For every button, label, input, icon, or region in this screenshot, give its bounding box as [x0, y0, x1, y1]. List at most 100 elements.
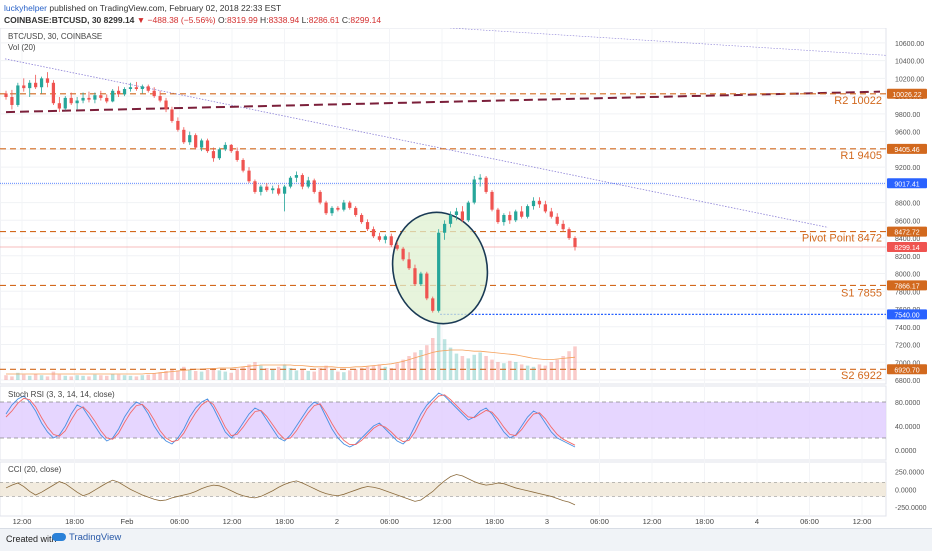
volume-bar: [543, 365, 548, 380]
volume-bar: [223, 371, 228, 380]
price-tick-label: 7200.00: [895, 343, 920, 350]
r2-trendline: [5, 90, 881, 114]
price-tick-label: 7400.00: [895, 325, 920, 332]
candle-body: [146, 86, 150, 91]
price-tick-label: 8000.00: [895, 272, 920, 279]
time-tick-label: 18:00: [275, 517, 294, 526]
candle-body: [259, 186, 263, 192]
candle-body: [389, 236, 393, 246]
candle-body: [525, 206, 530, 217]
volume-bar: [478, 352, 482, 380]
time-tick-label: 06:00: [590, 517, 609, 526]
volume-bar: [176, 370, 180, 380]
volume-bar: [22, 374, 26, 380]
chart-frame[interactable]: R2 10022 R1 9405 Pivot Point 8472 S1 7855 S2…: [0, 28, 932, 526]
price-tick-label: 8200.00: [895, 254, 920, 261]
volume-bar: [57, 374, 62, 380]
volume-bar: [199, 371, 204, 380]
cci-series-line: [5, 474, 576, 506]
volume-bar: [193, 371, 198, 380]
candle-body: [360, 214, 364, 223]
candle-body: [158, 96, 162, 101]
price-tag: [887, 178, 927, 189]
volume-bar: [122, 375, 127, 380]
volume-bar: [383, 366, 388, 380]
volume-bar: [324, 365, 328, 380]
candle-body: [573, 238, 577, 247]
time-tick-label: 18:00: [485, 517, 504, 526]
trendlines: [4, 28, 887, 228]
candle-body: [253, 181, 257, 192]
candle-body: [164, 100, 168, 110]
candle-body: [549, 211, 553, 217]
volume-bar: [211, 368, 216, 380]
candle-body: [288, 177, 293, 187]
price-tag: [887, 241, 927, 252]
volume-bar: [99, 375, 103, 380]
volume-bar: [342, 372, 346, 380]
volume-bar: [187, 369, 192, 380]
candle-body: [365, 222, 370, 230]
volume-bar: [265, 368, 269, 380]
volume-bar: [4, 375, 8, 380]
volume-bar: [45, 376, 50, 380]
volume-bar: [276, 366, 281, 380]
volume-bar: [395, 363, 399, 380]
volume-bar: [519, 364, 524, 380]
candle-body: [555, 216, 559, 224]
candle-body: [4, 93, 8, 97]
candle-body: [543, 204, 547, 212]
volume-bar: [365, 366, 370, 380]
pivot-level-text: R2 10022: [834, 95, 882, 107]
cci-band: [0, 482, 886, 497]
candle-body: [69, 97, 73, 104]
price-pane[interactable]: [0, 28, 887, 385]
volume-bar: [371, 365, 376, 380]
time-tick-label: 18:00: [65, 517, 84, 526]
price-tick-label: 10600.00: [895, 41, 924, 48]
candle-body: [122, 89, 127, 95]
cci-tick-label: 250.0000: [895, 470, 924, 477]
price-tick-label: 7000.00: [895, 360, 920, 367]
tradingview-brand-text: TradingView: [69, 532, 122, 543]
price-tag: [887, 143, 927, 154]
time-axis: 12:00 18:00 Feb 06:00 12:00 18:00 2 06:00 12:00 1…: [13, 517, 872, 526]
pivot-level-text: S1 7855: [841, 287, 882, 299]
time-tick-label: 18:00: [695, 517, 714, 526]
chart-canvas[interactable]: R2 10022 R1 9405 Pivot Point 8472 S1 7855 S2…: [0, 28, 932, 526]
volume-bar: [312, 371, 316, 380]
candle-body: [514, 211, 518, 221]
candle-body: [496, 209, 500, 223]
stoch-tick-label: 0.0000: [895, 448, 917, 455]
ohlc-low: 8286.61: [308, 15, 340, 25]
pivot-level-text: Pivot Point 8472: [802, 233, 882, 245]
cci-tick-label: -250.0000: [895, 505, 927, 512]
candles: [4, 72, 577, 313]
ohlc-close: 8299.14: [350, 15, 382, 25]
candle-body: [28, 82, 32, 89]
tradingview-brand[interactable]: TradingView: [52, 532, 121, 543]
time-tick-label: 3: [545, 517, 549, 526]
time-tick-label: 12:00: [223, 517, 242, 526]
volume-bar: [561, 356, 565, 380]
author-link[interactable]: luckyhelper: [4, 3, 47, 13]
stoch-title: Stoch RSI (3, 3, 14, 14, close): [8, 390, 115, 399]
last-price: 8299.14: [103, 15, 135, 25]
candle-body: [16, 85, 20, 105]
candle-body: [117, 90, 121, 95]
candle-body: [342, 202, 346, 210]
volume-bar: [134, 376, 139, 380]
volume-bar: [472, 354, 476, 380]
candle-body: [306, 180, 310, 187]
time-tick-label: Feb: [121, 517, 134, 526]
candle-body: [561, 223, 565, 230]
candle-body: [63, 97, 67, 109]
volume-bar: [448, 347, 453, 380]
footer: Created with TradingView: [0, 528, 932, 551]
price-tick-label: 7800.00: [895, 289, 920, 296]
candle-body: [45, 78, 50, 83]
candle-body: [567, 229, 571, 239]
price-tick-label: 6800.00: [895, 378, 920, 385]
volume-bar: [217, 370, 222, 380]
candle-body: [437, 232, 441, 311]
